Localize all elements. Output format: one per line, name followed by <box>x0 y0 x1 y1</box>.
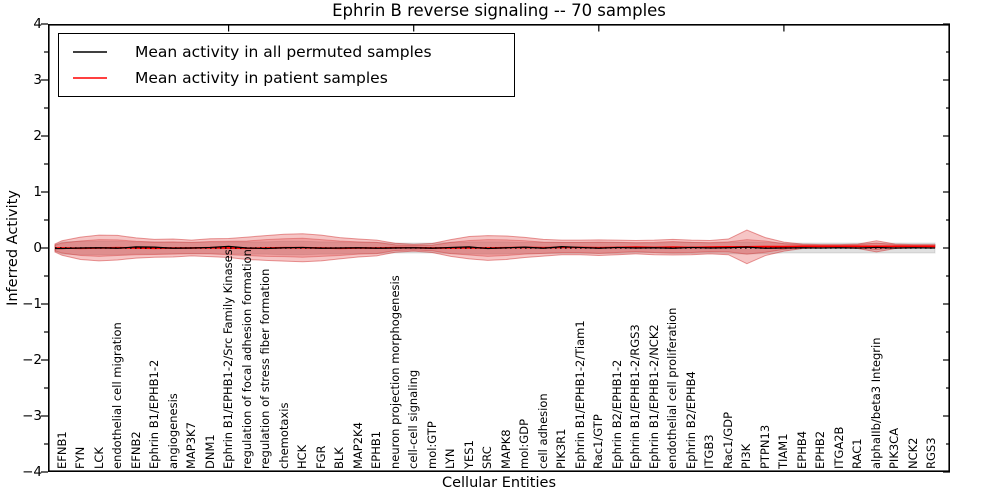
x-tick-label: RGS3 <box>924 437 939 469</box>
x-tick-label: MAP2K4 <box>350 422 365 469</box>
y-tick-label: 2 <box>33 128 42 144</box>
x-tick-label: Ephrin B1/EPHB1-2/RGS3 <box>628 324 643 469</box>
plot-frame <box>47 23 951 472</box>
x-tick-label: chemotaxis <box>276 402 291 469</box>
x-tick-label: PI3K <box>739 443 754 469</box>
x-tick-label: cell-cell signaling <box>406 369 421 469</box>
x-tick-label: regulation of stress fiber formation <box>258 268 273 469</box>
legend-item-patient: Mean activity in patient samples <box>72 69 514 87</box>
x-tick-label: MAPK8 <box>498 429 513 469</box>
x-tick-label: mol:GDP <box>517 418 532 469</box>
x-tick-label: Ephrin B1/EPHB1-2/Tiam1 <box>572 320 587 469</box>
x-tick-label: YES1 <box>461 440 476 469</box>
legend-item-permuted: Mean activity in all permuted samples <box>72 43 514 61</box>
x-tick-label: Ephrin B2/EPHB4 <box>683 371 698 469</box>
y-tick-label: 4 <box>33 16 42 32</box>
x-tick-label: NCK2 <box>905 437 920 470</box>
x-tick-label: HCK <box>295 444 310 469</box>
y-tick-label: 0 <box>33 240 42 256</box>
x-tick-label: alphaIIb/beta3 Integrin <box>868 337 883 469</box>
y-tick-label: −1 <box>22 296 42 312</box>
x-tick-label: cell adhesion <box>535 393 550 469</box>
x-tick-label: RAC1 <box>850 438 865 469</box>
x-tick-label: ITGB3 <box>702 434 717 469</box>
y-tick-label: −2 <box>22 352 42 368</box>
y-tick-label: 3 <box>33 72 42 88</box>
legend-label-patient: Mean activity in patient samples <box>135 69 388 88</box>
x-tick-label: EFNB2 <box>128 431 143 469</box>
legend-label-permuted: Mean activity in all permuted samples <box>135 42 432 61</box>
x-tick-label: regulation of focal adhesion formation <box>239 249 254 469</box>
permuted-mean-line <box>55 245 935 250</box>
x-tick-label: EPHB2 <box>813 430 828 469</box>
x-tick-label: Ephrin B1/EPHB1-2/NCK2 <box>646 324 661 469</box>
chart-title: Ephrin B reverse signaling -- 70 samples <box>332 1 666 20</box>
x-axis-label: Cellular Entities <box>441 475 557 491</box>
x-tick-label: DNM1 <box>202 434 217 469</box>
y-tick-label: 1 <box>33 184 42 200</box>
x-tick-label: EPHB4 <box>794 430 809 469</box>
x-tick-label: Rac1/GTP <box>591 414 606 469</box>
x-tick-label: FYN <box>73 446 87 469</box>
x-tick-label: FGR <box>313 445 328 469</box>
y-tick-label: −4 <box>22 464 42 480</box>
y-tick-label: −3 <box>22 408 42 424</box>
x-tick-label: PTPN13 <box>757 424 772 469</box>
x-tick-label: LYN <box>443 448 458 469</box>
x-tick-label: PIK3CA <box>887 427 902 469</box>
x-tick-label: mol:GTP <box>424 421 439 469</box>
x-tick-label: TIAM1 <box>776 433 791 469</box>
x-tick-label: SRC <box>480 446 495 469</box>
x-tick-label: Rac1/GDP <box>720 411 735 469</box>
x-tick-label: EPHB1 <box>369 430 384 469</box>
x-tick-label: Ephrin B1/EPHB1-2/Src Family Kinases <box>221 249 236 469</box>
x-tick-label: endothelial cell migration <box>110 322 125 469</box>
x-tick-label: Ephrin B2/EPHB1-2 <box>609 359 624 469</box>
x-tick-label: endothelial cell proliferation <box>665 307 680 469</box>
x-tick-label: angiogenesis <box>165 393 180 469</box>
x-tick-label: LCK <box>91 447 106 469</box>
x-tick-label: MAP3K7 <box>184 422 199 469</box>
legend-line-patient-icon <box>73 77 107 80</box>
legend-line-permuted-icon <box>73 50 107 53</box>
legend: Mean activity in all permuted samples Me… <box>58 33 515 97</box>
x-tick-label: neuron projection morphogenesis <box>387 275 402 469</box>
x-tick-label: Ephrin B1/EPHB1-2 <box>147 359 162 469</box>
x-tick-label: BLK <box>332 447 347 469</box>
x-tick-label: ITGA2B <box>831 426 846 469</box>
x-tick-label: EFNB1 <box>54 431 69 469</box>
x-tick-label: PIK3R1 <box>554 428 569 470</box>
